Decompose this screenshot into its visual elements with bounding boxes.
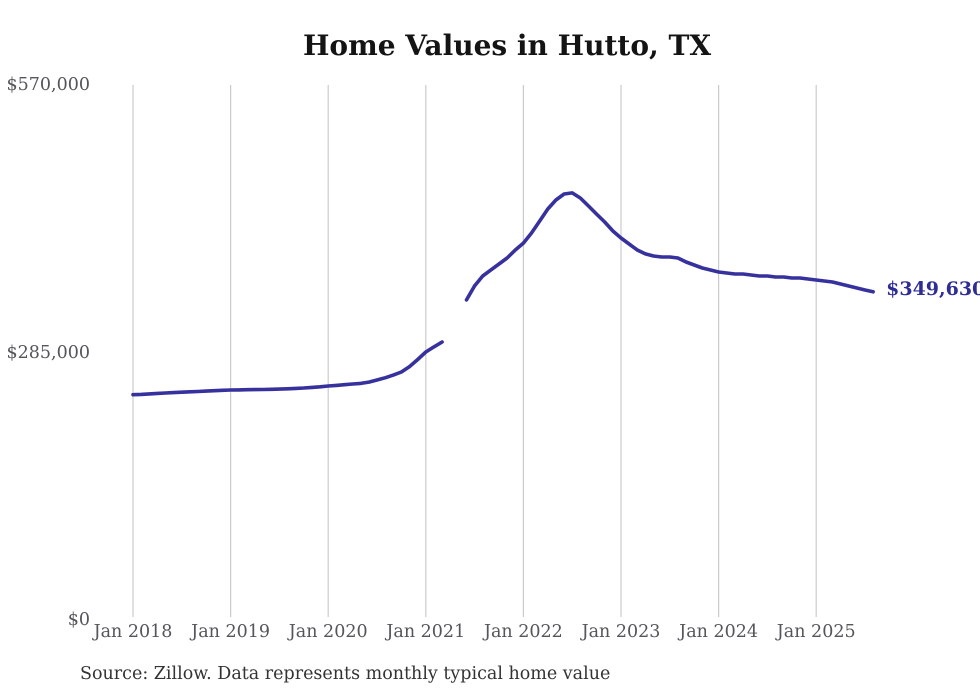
x-axis-tick-label: Jan 2018 [93, 622, 173, 642]
x-axis-tick-label: Jan 2023 [581, 622, 661, 642]
chart-title: Home Values in Hutto, TX [302, 29, 712, 62]
line-end-value-label: $349,630 [886, 277, 980, 300]
source-note: Source: Zillow. Data represents monthly … [80, 664, 611, 684]
home-value-line [131, 191, 875, 397]
x-axis-tick-label: Jan 2019 [191, 622, 271, 642]
y-axis-tick-label: $285,000 [6, 342, 90, 363]
x-axis: Jan 2018 Jan 2019 Jan 2020 Jan 2021 Jan 2022… [0, 622, 980, 646]
y-axis-tick-label: $0 [67, 610, 90, 630]
x-axis-tick-label: Jan 2025 [776, 622, 856, 642]
x-axis-tick-label: Jan 2022 [483, 622, 563, 642]
y-axis-tick-label: $570,000 [6, 75, 90, 95]
x-axis-tick-label: Jan 2020 [288, 622, 368, 642]
y-axis: $0 $285,000 $570,000 [0, 0, 90, 699]
x-axis-tick-label: Jan 2021 [386, 622, 466, 642]
x-axis-tick-label: Jan 2024 [679, 622, 759, 642]
